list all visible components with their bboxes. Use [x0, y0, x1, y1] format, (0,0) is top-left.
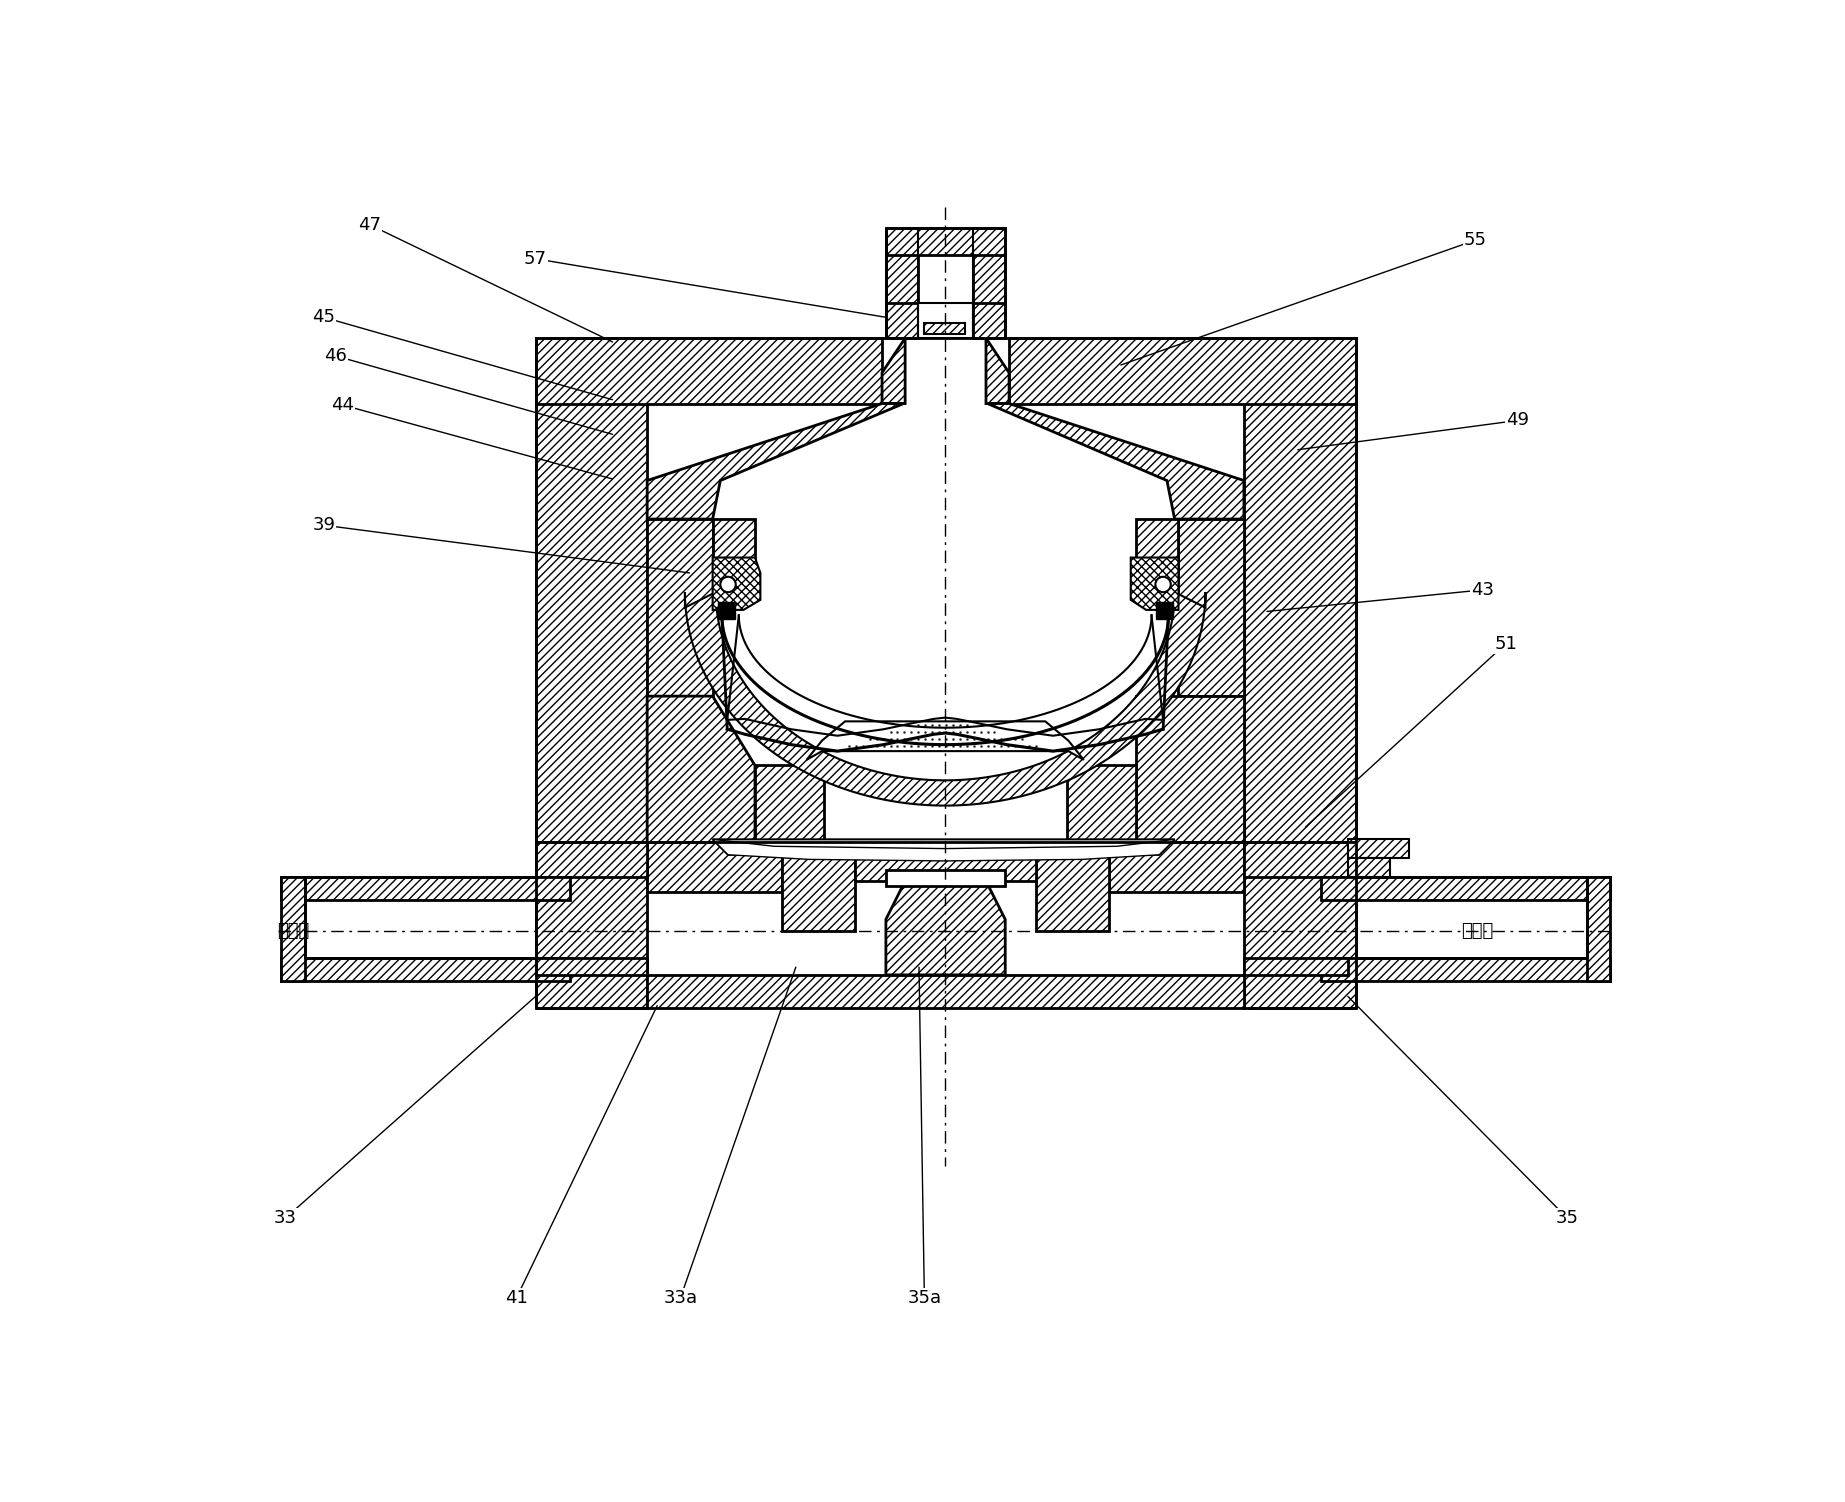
Bar: [648, 975, 1244, 1008]
Polygon shape: [924, 323, 965, 335]
Bar: [282, 877, 570, 900]
Polygon shape: [648, 695, 755, 843]
Text: 44: 44: [332, 397, 354, 415]
Bar: [886, 870, 1006, 886]
Bar: [535, 338, 882, 404]
Polygon shape: [1244, 958, 1349, 975]
Polygon shape: [1244, 843, 1349, 877]
Text: 33a: 33a: [662, 1289, 697, 1307]
Text: 35: 35: [1555, 1209, 1579, 1227]
Bar: [535, 843, 648, 1008]
Bar: [1244, 338, 1356, 843]
Bar: [1157, 602, 1173, 619]
Text: 输出口: 输出口: [1461, 922, 1493, 940]
Polygon shape: [919, 303, 972, 338]
Bar: [854, 843, 1037, 882]
Text: 43: 43: [1470, 581, 1494, 599]
Bar: [755, 766, 825, 843]
Polygon shape: [985, 338, 1009, 404]
Bar: [1037, 843, 1109, 931]
Bar: [648, 843, 782, 892]
Polygon shape: [886, 882, 1006, 975]
Bar: [535, 338, 648, 843]
Bar: [1321, 877, 1609, 900]
Polygon shape: [684, 592, 1205, 805]
Polygon shape: [1137, 695, 1244, 843]
Circle shape: [1155, 577, 1172, 592]
Bar: [712, 520, 755, 562]
Bar: [1587, 877, 1609, 981]
Polygon shape: [712, 557, 760, 610]
Bar: [782, 843, 854, 931]
Bar: [1349, 838, 1410, 858]
Text: 41: 41: [506, 1289, 528, 1307]
Text: 输入口: 输入口: [277, 922, 310, 940]
Bar: [282, 958, 570, 981]
Polygon shape: [987, 404, 1244, 520]
Polygon shape: [712, 840, 1175, 855]
Polygon shape: [535, 958, 648, 975]
Bar: [1321, 958, 1609, 981]
Polygon shape: [806, 721, 1083, 760]
Bar: [718, 602, 734, 619]
Polygon shape: [972, 303, 1006, 338]
Bar: [886, 228, 919, 338]
Text: 35a: 35a: [908, 1289, 941, 1307]
Text: 45: 45: [312, 308, 336, 326]
Bar: [1009, 338, 1356, 404]
Polygon shape: [1131, 557, 1179, 610]
Bar: [1349, 858, 1391, 877]
Text: 49: 49: [1506, 412, 1530, 430]
Text: 57: 57: [524, 249, 546, 267]
Bar: [1179, 520, 1244, 695]
Polygon shape: [535, 843, 648, 877]
Text: 39: 39: [312, 517, 336, 535]
Bar: [1066, 766, 1137, 843]
Polygon shape: [712, 840, 1175, 861]
Bar: [972, 228, 1006, 338]
Circle shape: [720, 577, 736, 592]
Bar: [282, 877, 304, 981]
Polygon shape: [886, 303, 919, 338]
Text: 46: 46: [325, 347, 347, 365]
Bar: [1137, 520, 1179, 562]
Bar: [648, 520, 712, 695]
Text: 47: 47: [358, 216, 382, 234]
Polygon shape: [882, 338, 906, 404]
Text: 51: 51: [1494, 635, 1517, 653]
Bar: [1109, 843, 1244, 892]
Polygon shape: [648, 404, 904, 520]
Bar: [886, 228, 1006, 255]
Text: 55: 55: [1463, 231, 1487, 249]
Bar: [1244, 843, 1356, 1008]
Text: 33: 33: [273, 1209, 297, 1227]
